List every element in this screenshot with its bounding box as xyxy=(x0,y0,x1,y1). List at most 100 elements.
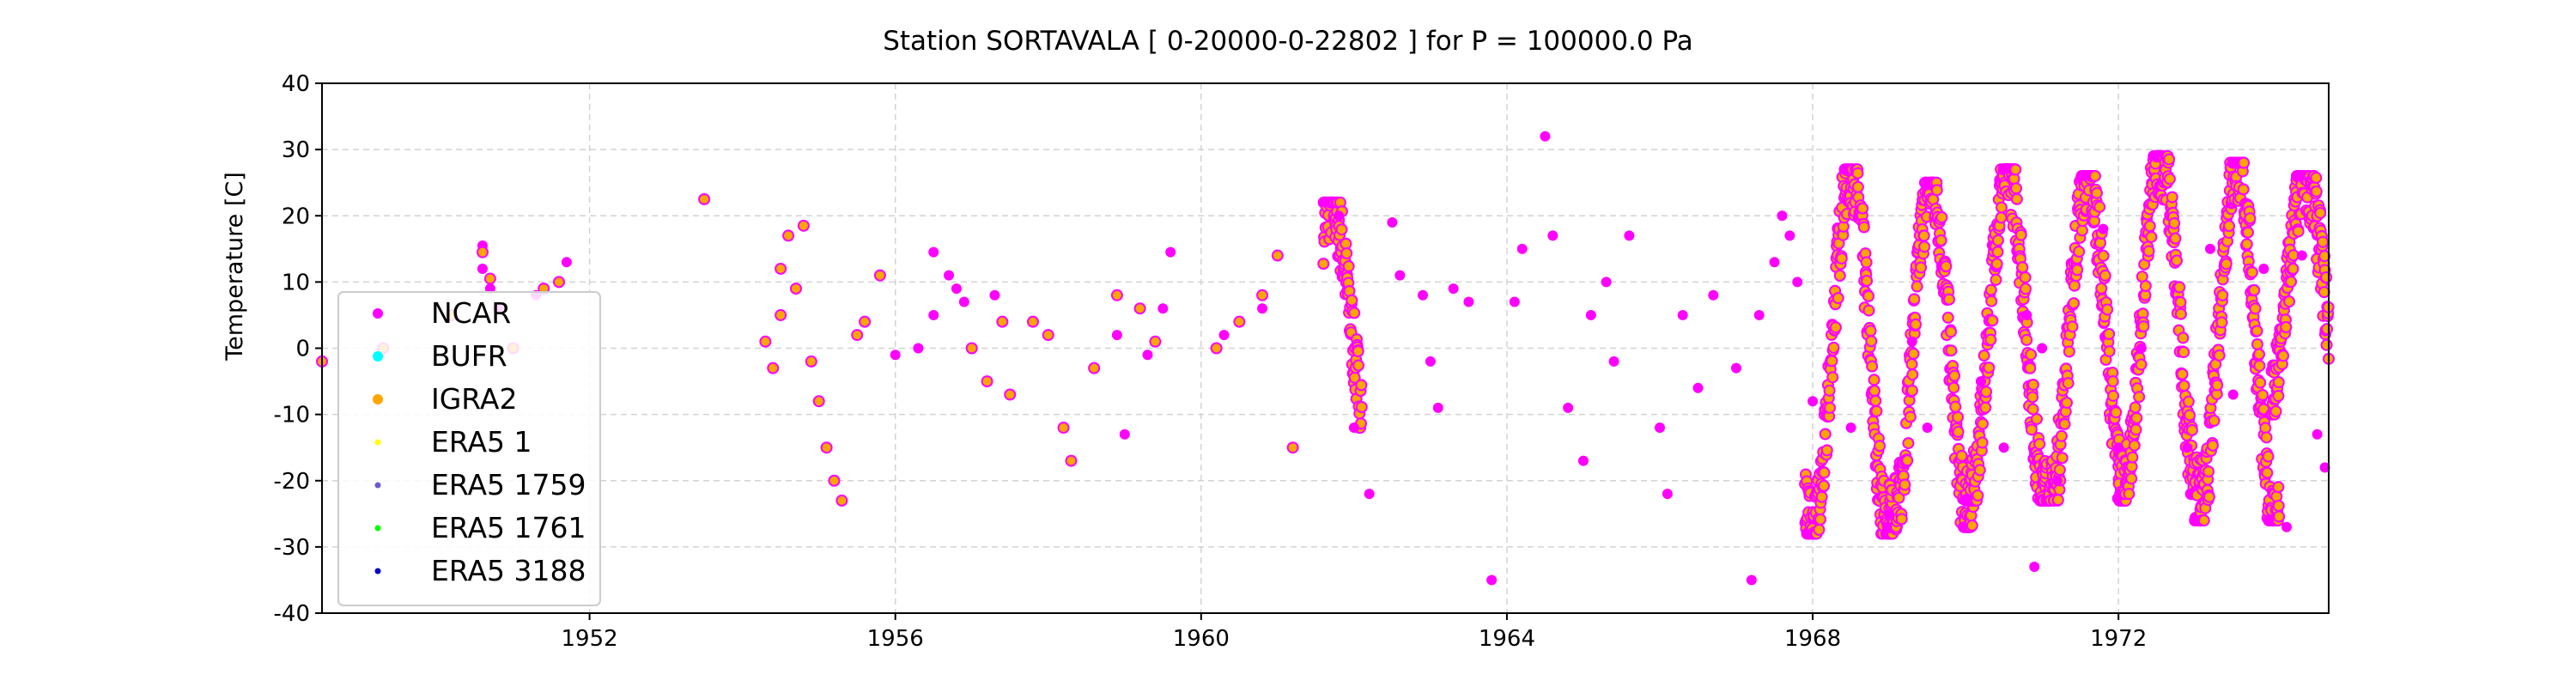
series-point xyxy=(1971,489,1984,502)
series-point xyxy=(1286,441,1299,454)
y-tick-label: -40 xyxy=(274,601,310,627)
series-point xyxy=(1346,294,1358,307)
series-point xyxy=(2101,303,2114,316)
series-point xyxy=(2019,271,2032,284)
series-point xyxy=(1940,260,1953,273)
ncar-point xyxy=(1432,402,1443,413)
series-point xyxy=(2251,325,2263,337)
series-point xyxy=(2287,263,2300,276)
series-point xyxy=(2272,376,2285,389)
ncar-point xyxy=(1516,243,1528,254)
ncar-point xyxy=(1394,270,1406,281)
series-point xyxy=(820,441,833,454)
ncar-point xyxy=(1334,210,1345,222)
series-point xyxy=(1945,344,1958,357)
series-point xyxy=(775,308,787,321)
series-point xyxy=(2251,337,2263,350)
series-point xyxy=(2014,228,2027,241)
ncar-point xyxy=(2136,343,2147,354)
ncar-point xyxy=(2205,243,2216,254)
series-point xyxy=(1915,261,1928,274)
ncar-point xyxy=(1601,277,1612,288)
series-point xyxy=(1818,466,1831,479)
series-point xyxy=(1917,229,1930,242)
ncar-point xyxy=(2296,250,2307,261)
series-point xyxy=(1983,362,1996,374)
series-point xyxy=(2163,153,2176,166)
ncar-point xyxy=(958,296,969,307)
series-point xyxy=(1895,513,1908,526)
series-point xyxy=(2025,423,2038,436)
series-point xyxy=(2261,466,2274,479)
ncar-point xyxy=(1463,296,1474,307)
series-point xyxy=(1857,221,1870,234)
series-point xyxy=(2125,472,2138,485)
series-point xyxy=(2174,295,2187,308)
series-point xyxy=(2273,510,2286,523)
ncar-point xyxy=(1807,396,1819,407)
series-point xyxy=(2010,192,2023,205)
series-point xyxy=(2253,359,2266,372)
series-point xyxy=(2202,465,2215,478)
ncar-point xyxy=(477,263,488,274)
series-point xyxy=(1991,246,2004,258)
series-point xyxy=(2260,431,2273,444)
ncar-point xyxy=(1655,423,1665,434)
series-point xyxy=(1065,454,1078,467)
ncar-point xyxy=(1119,429,1130,440)
ncar-point xyxy=(2051,475,2063,486)
series-point xyxy=(1057,422,1070,435)
series-point xyxy=(2245,266,2258,279)
y-tick-label: 20 xyxy=(282,204,310,229)
series-point xyxy=(1868,385,1880,398)
series-point xyxy=(1935,211,1948,224)
series-point xyxy=(1818,479,1831,492)
series-point xyxy=(1340,237,1352,250)
series-point xyxy=(1042,329,1054,342)
series-point xyxy=(2178,346,2190,359)
series-point xyxy=(2053,464,2066,477)
x-tick-label: 1956 xyxy=(867,626,924,652)
series-point xyxy=(2216,289,2229,301)
ncar-point xyxy=(1784,230,1795,241)
ncar-point xyxy=(928,309,939,320)
series-point xyxy=(828,474,841,487)
series-point xyxy=(2026,403,2039,416)
series-point xyxy=(2137,320,2150,333)
series-point xyxy=(2143,220,2156,233)
series-point xyxy=(2068,279,2081,292)
series-point xyxy=(2241,226,2254,239)
y-axis-label: Temperature [C] xyxy=(222,172,248,362)
series-point xyxy=(1984,333,1997,346)
series-point xyxy=(2020,283,2032,295)
series-point xyxy=(1949,400,1962,413)
ncar-point xyxy=(1387,216,1398,228)
series-point xyxy=(2177,331,2190,344)
ncar-point xyxy=(1157,303,1169,314)
series-point xyxy=(1990,258,2003,271)
series-point xyxy=(2314,206,2327,219)
series-point xyxy=(1862,289,1875,302)
series-point xyxy=(2206,439,2219,452)
series-point xyxy=(1941,311,1954,324)
series-point xyxy=(1902,437,1915,450)
series-point xyxy=(552,276,565,289)
series-point xyxy=(1948,369,1961,382)
series-point xyxy=(1862,304,1875,317)
ncar-point xyxy=(2037,343,2048,354)
legend-label: NCAR xyxy=(431,296,511,330)
series-point xyxy=(2248,283,2261,296)
series-point xyxy=(2208,414,2221,427)
series-point xyxy=(1815,490,1828,503)
legend-label: ERA5 1759 xyxy=(431,468,586,502)
series-point xyxy=(2310,185,2323,198)
series-point xyxy=(1984,283,1997,296)
series-point xyxy=(2185,423,2198,436)
series-point xyxy=(759,335,772,348)
series-point xyxy=(2272,481,2285,494)
ncar-point xyxy=(1577,455,1589,466)
series-point xyxy=(2176,368,2189,380)
series-point xyxy=(1976,436,1989,449)
series-point xyxy=(2051,494,2064,507)
ncar-point xyxy=(2021,309,2032,320)
